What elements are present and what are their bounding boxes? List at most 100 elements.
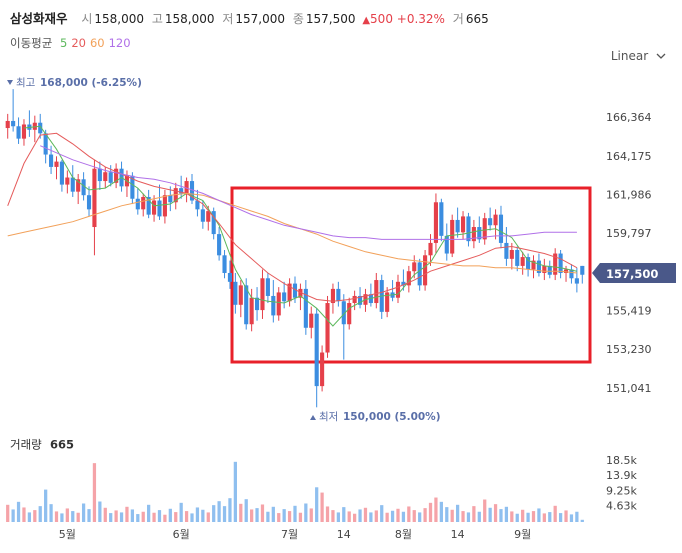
volume-bar [54, 511, 59, 522]
candle-body [54, 161, 59, 167]
candle-body [70, 177, 75, 192]
candle-body [114, 168, 119, 183]
volume-bar [526, 512, 530, 522]
volume-bar [65, 508, 69, 522]
volume-bar [347, 511, 351, 522]
volume-bar [130, 509, 135, 522]
candle-body [130, 175, 135, 199]
volume-now: 665 [50, 438, 74, 452]
high-value: 158,000 [164, 12, 215, 26]
candle-body [515, 250, 520, 266]
candle-body [450, 219, 455, 254]
y-tick-label: 161,986 [606, 188, 652, 201]
candle-body [357, 295, 363, 305]
candle-body [238, 285, 243, 305]
candle-body [103, 172, 108, 182]
y-tick-label: 159,797 [606, 227, 652, 240]
volume-title: 거래량 [10, 438, 42, 452]
volume-bar [504, 506, 509, 522]
volume-bar [266, 511, 270, 522]
volume-bar [521, 509, 525, 522]
candle-body [86, 195, 92, 210]
min-prefix: 최저 [319, 411, 338, 423]
candle-body [460, 216, 466, 233]
candle-body [406, 271, 411, 286]
volume-bar [60, 513, 64, 522]
candle-body [276, 292, 281, 316]
candle-body [173, 188, 178, 203]
volume-bar [125, 506, 129, 522]
candle-body [385, 292, 390, 312]
candle-body [320, 352, 325, 387]
volume-bar [119, 512, 124, 522]
candle-body [520, 257, 525, 266]
low-label: 저 [222, 12, 234, 26]
volume-bar [472, 506, 476, 522]
volume-bar [580, 519, 584, 522]
volume-bar [109, 513, 113, 522]
volume-bar [380, 505, 384, 522]
candle-body [444, 235, 449, 254]
candle-body [401, 281, 406, 286]
ma-legend-item: 20 [71, 36, 86, 50]
x-tick-label: 9월 [514, 528, 531, 541]
volume-bar [49, 504, 53, 522]
candle-body [471, 227, 476, 242]
candle-body [574, 278, 579, 284]
low-value: 157,000 [235, 12, 286, 26]
volume-bar [483, 499, 487, 522]
volume-bar [575, 511, 579, 522]
volume-bar [174, 512, 178, 522]
volume-bar [233, 461, 237, 522]
candle-body [563, 269, 569, 273]
volume-bar [163, 514, 167, 522]
close-label: 종 [292, 12, 304, 26]
scale-dropdown[interactable]: Linear [611, 49, 666, 63]
volume-tick-label: 18.5k [606, 454, 637, 467]
ma-line [40, 145, 577, 240]
volume-bar [44, 489, 48, 522]
volume-bar [282, 509, 286, 522]
volume-bar [542, 513, 546, 522]
candle-body [97, 168, 102, 182]
candle-body [466, 216, 471, 242]
chevron [656, 53, 666, 59]
change: 500 [370, 12, 393, 26]
candle-body [336, 288, 341, 302]
candle-body [227, 272, 233, 282]
volume-tick-label: 13.9k [606, 469, 637, 482]
volume-bar [304, 503, 308, 522]
ma-legend: 이동평균 5 20 60 120 [10, 35, 131, 51]
candle-body [108, 172, 113, 183]
candle-body [249, 297, 254, 325]
candle-body [65, 177, 70, 185]
candle-body [547, 265, 552, 275]
volume-bar [201, 509, 205, 522]
candle-body [287, 283, 292, 302]
min-arrow [310, 415, 316, 420]
candle-body [168, 195, 173, 203]
stock-name: 삼성화재우 [10, 11, 68, 26]
volume-bar [141, 511, 145, 522]
candle-body [244, 285, 249, 325]
volume-bar [6, 504, 10, 522]
volume-bar [450, 509, 454, 522]
candle-body [11, 120, 16, 127]
candle-body [498, 214, 504, 243]
volume-bar [401, 511, 406, 522]
volume-bar [309, 508, 313, 522]
volume-bar [363, 507, 368, 522]
close-value: 157,500 [305, 12, 356, 26]
y-tick-label: 164,175 [606, 150, 652, 163]
volume-bar [244, 499, 248, 522]
candle-body [482, 218, 487, 240]
candle-body [439, 202, 444, 236]
volume-bar [16, 501, 21, 522]
candle-body [152, 200, 157, 215]
candle-body [423, 255, 428, 286]
volume-bar [439, 501, 443, 522]
volume-bar [168, 508, 172, 522]
candle-body [412, 262, 417, 272]
candle-body [260, 278, 265, 311]
